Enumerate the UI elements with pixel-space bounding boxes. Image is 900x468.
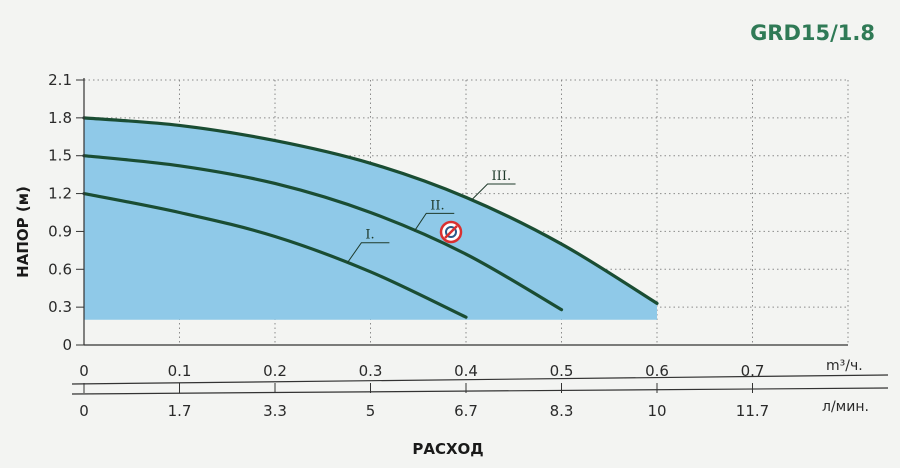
x-tick-label-primary: 0.5 xyxy=(550,362,574,380)
x-tick-label-secondary: 8.3 xyxy=(550,402,574,420)
curve-3-line xyxy=(82,116,659,305)
curve-2-label: II. xyxy=(430,198,444,213)
x-tick-labels-primary: 0 0.1 0.2 0.3 0.4 0.5 0.6 0.7 xyxy=(79,362,764,380)
x-tick-label-primary: 0.2 xyxy=(263,362,287,380)
x-unit-secondary: л/мин. xyxy=(822,399,869,415)
x-tick-label-secondary: 10 xyxy=(647,402,666,420)
curve-1-label: I. xyxy=(365,228,374,243)
x-tick-label-primary: 0.3 xyxy=(359,362,383,380)
x-tick-label-secondary: 0 xyxy=(79,402,89,420)
x-tick-labels-secondary: 0 1.7 3.3 5 6.7 8.3 10 11.7 xyxy=(79,402,769,420)
x-tick-label-secondary: 5 xyxy=(366,402,376,420)
chart-axes xyxy=(71,78,889,395)
curve-2-line xyxy=(82,154,564,312)
curve-1-leader xyxy=(346,242,390,264)
y-tick-label: 1.2 xyxy=(48,185,72,203)
x-tick-label-primary: 0.6 xyxy=(645,362,669,380)
x-tick-label-primary: 0.1 xyxy=(168,362,192,380)
curve-3-label: III. xyxy=(492,169,512,184)
curve-2-leader xyxy=(413,212,455,232)
y-tick-label: 0.6 xyxy=(48,260,72,278)
y-tick-label: 0.3 xyxy=(48,298,72,316)
x-scale-primary-line xyxy=(71,374,889,385)
y-tick-label: 2.1 xyxy=(48,71,72,89)
x-tick-label-secondary: 11.7 xyxy=(736,402,769,420)
operating-area-fill xyxy=(84,117,657,320)
y-tick-label: 1.5 xyxy=(48,147,72,165)
chart-title: GRD15/1.8 xyxy=(750,21,875,45)
y-tick-label: 0 xyxy=(62,336,72,354)
x-unit-primary: m³/ч. xyxy=(826,358,863,374)
y-tick-labels: 0 0.3 0.6 0.9 1.2 1.5 1.8 2.1 xyxy=(48,71,72,354)
curve-labels: I. II. III. xyxy=(346,169,516,264)
brand-logo-icon xyxy=(439,220,463,244)
x-tick-label-primary: 0.7 xyxy=(741,362,765,380)
x-tick-label-secondary: 1.7 xyxy=(168,402,192,420)
x-tick-label-secondary: 6.7 xyxy=(454,402,478,420)
x-tick-label-secondary: 3.3 xyxy=(263,402,287,420)
curve-1-line xyxy=(82,191,468,319)
y-tick-label: 1.8 xyxy=(48,109,72,127)
y-axis-title: НАПОР (м) xyxy=(14,186,32,278)
x-tick-label-primary: 0.4 xyxy=(454,362,478,380)
x-tick-label-primary: 0 xyxy=(79,362,89,380)
performance-curves xyxy=(82,116,659,319)
x-axis-title: РАСХОД xyxy=(412,440,483,458)
curve-3-leader xyxy=(471,183,516,201)
y-tick-label: 0.9 xyxy=(48,222,72,240)
